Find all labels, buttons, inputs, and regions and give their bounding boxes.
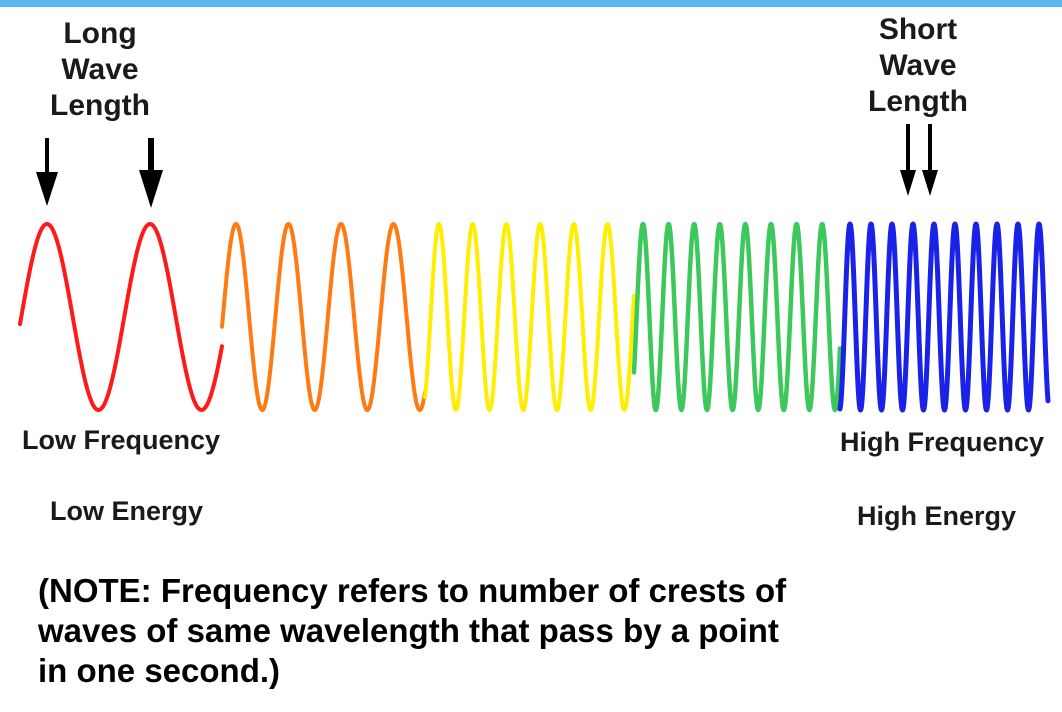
wave-group [18,221,1051,413]
high-frequency-label: High Frequency [840,427,1044,457]
long-wave-label-line: Wave [61,53,138,86]
arrows-group [36,124,938,208]
short-wave-label-line: Wave [879,49,956,82]
blue-wave [837,221,1051,413]
long-wave-length-label: Long Wave Length [50,17,150,122]
low-frequency-label: Low Frequency [22,425,220,455]
down-arrow-icon [900,124,916,196]
green-wave [631,221,843,413]
note-block: (NOTE: Frequency refers to number of cre… [37,572,787,689]
orange-wave [220,222,427,412]
yellow-wave [423,222,636,412]
down-arrow-icon [36,138,58,206]
high-energy-label: High Energy [857,501,1016,531]
note-line: (NOTE: Frequency refers to number of cre… [38,572,787,609]
red-wave [18,222,224,412]
long-wave-label-line: Length [50,89,150,122]
note-line: waves of same wavelength that pass by a … [37,612,779,649]
short-wave-length-label: Short Wave Length [868,13,968,118]
short-wave-label-line: Short [879,13,957,46]
top-border-bar [0,0,1062,7]
down-arrow-icon [139,138,163,208]
long-wave-label-line: Long [63,17,136,50]
note-line: in one second.) [38,652,280,689]
down-arrow-icon [922,124,938,196]
short-wave-label-line: Length [868,85,968,118]
low-energy-label: Low Energy [50,496,203,526]
